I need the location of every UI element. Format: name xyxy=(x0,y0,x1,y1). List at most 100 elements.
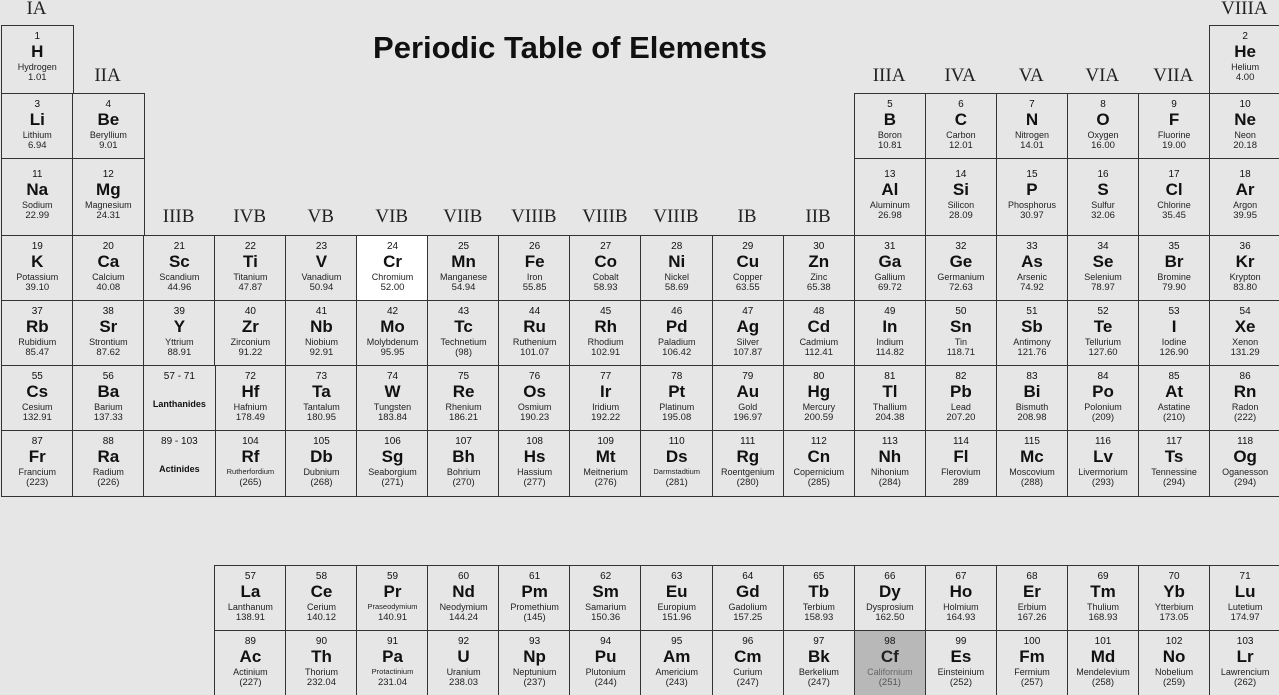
element-B[interactable]: 5 B Boron 10.81 xyxy=(853,93,927,160)
element-Tb[interactable]: 65 Tb Terbium 158.93 xyxy=(782,565,856,632)
element-Sg[interactable]: 106 Sg Seaborgium (271) xyxy=(356,430,429,497)
element-Gd[interactable]: 64 Gd Gadolium 157.25 xyxy=(711,565,785,632)
element-Sr[interactable]: 38 Sr Strontium 87.62 xyxy=(72,300,145,367)
element-Cs[interactable]: 55 Cs Cesium 132.91 xyxy=(1,365,74,432)
element-Cu[interactable]: 29 Cu Copper 63.55 xyxy=(711,235,785,302)
element-He[interactable]: 2 He Helium 4.00 xyxy=(1208,25,1279,95)
element-Au[interactable]: 79 Au Gold 196.97 xyxy=(711,365,785,432)
element-Fm[interactable]: 100 Fm Fermium (257) xyxy=(995,630,1069,695)
element-Cm[interactable]: 96 Cm Curium (247) xyxy=(711,630,785,695)
element-Xe[interactable]: 54 Xe Xenon 131.29 xyxy=(1208,300,1279,367)
element-Re[interactable]: 75 Re Rhenium 186.21 xyxy=(427,365,500,432)
element-In[interactable]: 49 In Indium 114.82 xyxy=(853,300,927,367)
element-Sm[interactable]: 62 Sm Samarium 150.36 xyxy=(569,565,642,632)
element-Li[interactable]: 3 Li Lithium 6.94 xyxy=(1,93,74,160)
element-S[interactable]: 16 S Sulfur 32.06 xyxy=(1066,158,1140,237)
element-Tl[interactable]: 81 Tl Thallium 204.38 xyxy=(853,365,927,432)
element-Rf[interactable]: 104 Rf Rutherfordium (265) xyxy=(214,430,287,497)
element-C[interactable]: 6 C Carbon 12.01 xyxy=(924,93,998,160)
element-Se[interactable]: 34 Se Selenium 78.97 xyxy=(1066,235,1140,302)
element-As[interactable]: 33 As Arsenic 74.92 xyxy=(995,235,1069,302)
element-Nh[interactable]: 113 Nh Nihonium (284) xyxy=(853,430,927,497)
element-Np[interactable]: 93 Np Neptunium (237) xyxy=(498,630,571,695)
element-Os[interactable]: 76 Os Osmium 190.23 xyxy=(498,365,571,432)
element-Cn[interactable]: 112 Cn Copernicium (285) xyxy=(782,430,856,497)
element-Cl[interactable]: 17 Cl Chlorine 35.45 xyxy=(1137,158,1211,237)
element-Pm[interactable]: 61 Pm Promethium (145) xyxy=(498,565,571,632)
element-Mn[interactable]: 25 Mn Manganese 54.94 xyxy=(427,235,500,302)
element-Og[interactable]: 118 Og Oganesson (294) xyxy=(1208,430,1279,497)
element-Fl[interactable]: 114 Fl Flerovium 289 xyxy=(924,430,998,497)
element-Ga[interactable]: 31 Ga Gallium 69.72 xyxy=(853,235,927,302)
element-Mc[interactable]: 115 Mc Moscovium (288) xyxy=(995,430,1069,497)
element-Yb[interactable]: 70 Yb Ytterbium 173.05 xyxy=(1137,565,1211,632)
element-Ra[interactable]: 88 Ra Radium (226) xyxy=(72,430,145,497)
element-Es[interactable]: 99 Es Einsteinium (252) xyxy=(924,630,998,695)
element-Si[interactable]: 14 Si Silicon 28.09 xyxy=(924,158,998,237)
element-Zr[interactable]: 40 Zr Zirconium 91.22 xyxy=(214,300,287,367)
element-Sc[interactable]: 21 Sc Scandium 44.96 xyxy=(143,235,216,302)
element-Hs[interactable]: 108 Hs Hassium (277) xyxy=(498,430,571,497)
element-Ar[interactable]: 18 Ar Argon 39.95 xyxy=(1208,158,1279,237)
element-Lr[interactable]: 103 Lr Lawrencium (262) xyxy=(1208,630,1279,695)
element-Rh[interactable]: 45 Rh Rhodium 102.91 xyxy=(569,300,642,367)
element-Ba[interactable]: 56 Ba Barium 137.33 xyxy=(72,365,145,432)
element-H[interactable]: 1 H Hydrogen 1.01 xyxy=(1,25,74,95)
element-Ac[interactable]: 89 Ac Actinium (227) xyxy=(214,630,287,695)
element-Ti[interactable]: 22 Ti Titanium 47.87 xyxy=(214,235,287,302)
element-Md[interactable]: 101 Md Mendelevium (258) xyxy=(1066,630,1140,695)
element-Db[interactable]: 105 Db Dubnium (268) xyxy=(285,430,358,497)
element-Fe[interactable]: 26 Fe Iron 55.85 xyxy=(498,235,571,302)
element-N[interactable]: 7 N Nitrogen 14.01 xyxy=(995,93,1069,160)
element-Ce[interactable]: 58 Ce Cerium 140.12 xyxy=(285,565,358,632)
element-Pd[interactable]: 46 Pd Paladium 106.42 xyxy=(640,300,713,367)
element-Bi[interactable]: 83 Bi Bismuth 208.98 xyxy=(995,365,1069,432)
element-Ta[interactable]: 73 Ta Tantalum 180.95 xyxy=(285,365,358,432)
element-Hf[interactable]: 72 Hf Hafnium 178.49 xyxy=(214,365,287,432)
element-Er[interactable]: 68 Er Erbium 167.26 xyxy=(995,565,1069,632)
element-Rb[interactable]: 37 Rb Rubidium 85.47 xyxy=(1,300,74,367)
element-Ho[interactable]: 67 Ho Holmium 164.93 xyxy=(924,565,998,632)
element-La[interactable]: 57 La Lanthanum 138.91 xyxy=(214,565,287,632)
element-Fr[interactable]: 87 Fr Francium (223) xyxy=(1,430,74,497)
element-Cf[interactable]: 98 Cf Californium (251) xyxy=(853,630,927,695)
element-Ge[interactable]: 32 Ge Germanium 72.63 xyxy=(924,235,998,302)
element-Dy[interactable]: 66 Dy Dysprosium 162.50 xyxy=(853,565,927,632)
element-Tc[interactable]: 43 Tc Technetium (98) xyxy=(427,300,500,367)
element-Co[interactable]: 27 Co Cobalt 58.93 xyxy=(569,235,642,302)
element-Nb[interactable]: 41 Nb Niobium 92.91 xyxy=(285,300,358,367)
element-Pr[interactable]: 59 Pr Praseodymium 140.91 xyxy=(356,565,429,632)
element-Bk[interactable]: 97 Bk Berkelium (247) xyxy=(782,630,856,695)
element-Tm[interactable]: 69 Tm Thulium 168.93 xyxy=(1066,565,1140,632)
element-Ca[interactable]: 20 Ca Calcium 40.08 xyxy=(72,235,145,302)
element-Ir[interactable]: 77 Ir Iridium 192.22 xyxy=(569,365,642,432)
element-Po[interactable]: 84 Po Polonium (209) xyxy=(1066,365,1140,432)
element-P[interactable]: 15 P Phosphorus 30.97 xyxy=(995,158,1069,237)
element-Sn[interactable]: 50 Sn Tin 118.71 xyxy=(924,300,998,367)
element-Ds[interactable]: 110 Ds Darmstadtium (281) xyxy=(640,430,713,497)
element-Kr[interactable]: 36 Kr Krypton 83.80 xyxy=(1208,235,1279,302)
element-I[interactable]: 53 I Iodine 126.90 xyxy=(1137,300,1211,367)
element-Pb[interactable]: 82 Pb Lead 207.20 xyxy=(924,365,998,432)
element-At[interactable]: 85 At Astatine (210) xyxy=(1137,365,1211,432)
element-Lu[interactable]: 71 Lu Lutetium 174.97 xyxy=(1208,565,1279,632)
element-Na[interactable]: 11 Na Sodium 22.99 xyxy=(1,158,74,237)
element-Bh[interactable]: 107 Bh Bohrium (270) xyxy=(427,430,500,497)
element-Al[interactable]: 13 Al Aluminum 26.98 xyxy=(853,158,927,237)
element-Ag[interactable]: 47 Ag Silver 107.87 xyxy=(711,300,785,367)
element-Am[interactable]: 95 Am Americium (243) xyxy=(640,630,713,695)
element-Mt[interactable]: 109 Mt Meitnerium (276) xyxy=(569,430,642,497)
element-Ru[interactable]: 44 Ru Ruthenium 101.07 xyxy=(498,300,571,367)
element-Pt[interactable]: 78 Pt Platinum 195.08 xyxy=(640,365,713,432)
element-O[interactable]: 8 O Oxygen 16.00 xyxy=(1066,93,1140,160)
element-Rn[interactable]: 86 Rn Radon (222) xyxy=(1208,365,1279,432)
element-Y[interactable]: 39 Y Yttrium 88.91 xyxy=(143,300,216,367)
element-Pu[interactable]: 94 Pu Plutonium (244) xyxy=(569,630,642,695)
element-Hg[interactable]: 80 Hg Mercury 200.59 xyxy=(782,365,856,432)
element-Be[interactable]: 4 Be Beryllium 9.01 xyxy=(72,93,145,160)
element-Ts[interactable]: 117 Ts Tennessine (294) xyxy=(1137,430,1211,497)
element-Eu[interactable]: 63 Eu Europium 151.96 xyxy=(640,565,713,632)
element-Rg[interactable]: 111 Rg Roentgenium (280) xyxy=(711,430,785,497)
element-Cd[interactable]: 48 Cd Cadmium 112.41 xyxy=(782,300,856,367)
element-Te[interactable]: 52 Te Tellurium 127.60 xyxy=(1066,300,1140,367)
